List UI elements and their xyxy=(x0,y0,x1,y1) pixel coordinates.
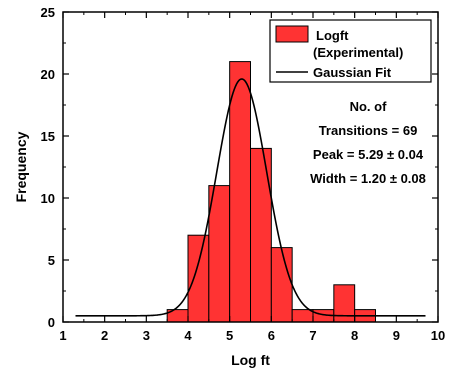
annotation-line: Peak = 5.29 ± 0.04 xyxy=(313,147,424,162)
annotation-line: Transitions = 69 xyxy=(319,123,418,138)
x-tick-label: 6 xyxy=(268,328,275,343)
legend-label-gaussian: Gaussian Fit xyxy=(313,65,392,80)
histogram-bar xyxy=(270,247,293,323)
y-tick-label: 0 xyxy=(48,315,55,330)
x-tick-label: 10 xyxy=(431,328,445,343)
legend: Logft (Experimental) Gaussian Fit xyxy=(269,19,432,83)
legend-swatch-experimental xyxy=(275,25,309,43)
y-tick-label: 15 xyxy=(41,129,55,144)
x-tick-label: 3 xyxy=(143,328,150,343)
histogram-bar xyxy=(291,309,314,323)
fit-group xyxy=(75,78,426,317)
annotation-block: No. of Transitions = 69 Peak = 5.29 ± 0.04… xyxy=(310,99,426,186)
x-tick-label: 8 xyxy=(351,328,358,343)
y-axis-label: Frequency xyxy=(13,131,29,202)
gaussian-fit-line xyxy=(75,78,426,317)
x-tick-label: 2 xyxy=(101,328,108,343)
x-tick-label: 9 xyxy=(393,328,400,343)
x-tick-label: 7 xyxy=(309,328,316,343)
legend-label-experimental: Logft xyxy=(316,28,349,43)
bars-group xyxy=(166,61,376,323)
y-tick-label: 20 xyxy=(41,67,55,82)
x-axis-label: Log ft xyxy=(231,352,270,368)
y-tick-label: 25 xyxy=(41,5,55,20)
histogram-bar xyxy=(187,234,210,323)
histogram-bar xyxy=(250,147,272,323)
histogram-bar xyxy=(229,61,252,323)
y-tick-label: 10 xyxy=(41,191,55,206)
x-tick-label: 5 xyxy=(226,328,233,343)
y-tick-label: 5 xyxy=(48,253,55,268)
annotation-line: Width = 1.20 ± 0.08 xyxy=(310,171,426,186)
annotation-line: No. of xyxy=(350,99,387,114)
axes-group: 1 2 3 4 5 6 7 8 9 10 0 5 10 15 20 25 Log ft Frequency xyxy=(13,5,445,368)
x-tick-label: 1 xyxy=(59,328,66,343)
x-tick-label: 4 xyxy=(184,328,192,343)
legend-label-experimental-line2: (Experimental) xyxy=(313,45,403,60)
histogram-bar xyxy=(208,185,231,323)
